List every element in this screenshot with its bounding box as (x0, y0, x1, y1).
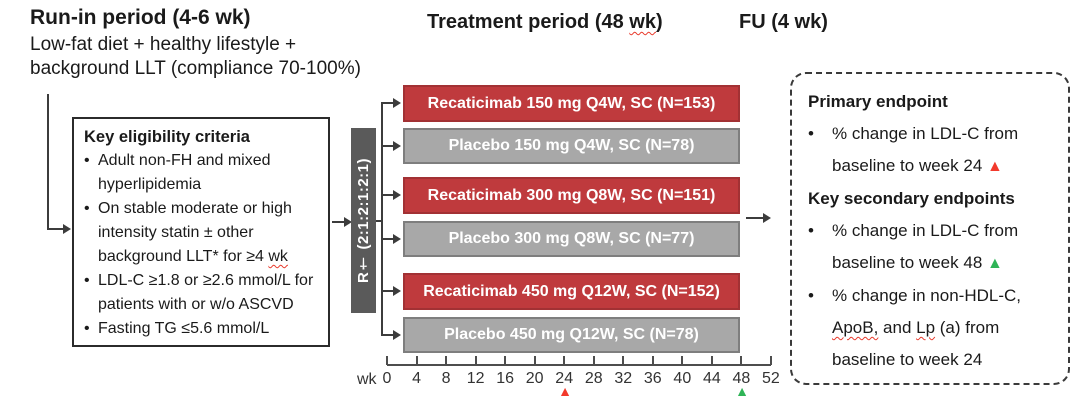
arm-label: Recaticimab 450 mg Q12W, SC (N=152) (423, 282, 720, 300)
runin-subtitle-line2: background LLT (compliance 70-100%) (30, 58, 361, 79)
runin-connector-arrow-icon (63, 224, 71, 234)
axis-tick (769, 356, 772, 365)
arm-label: Recaticimab 300 mg Q8W, SC (N=151) (427, 186, 716, 204)
eligibility-bullet-text: On stable moderate or high intensity sta… (98, 200, 292, 265)
axis-tick (504, 356, 507, 365)
arm-arrow-icon (393, 141, 401, 151)
primary-endpoint-bullet: • % change in LDL-C from baseline to wee… (808, 118, 1056, 183)
axis-tick (533, 356, 536, 365)
week-axis-ticks (386, 356, 772, 365)
arm-arrow-icon (393, 330, 401, 340)
arm-branch-line (381, 194, 394, 196)
randomization-branch-stub (376, 220, 383, 222)
treatment-period-title-text: Treatment period (48 (427, 11, 630, 33)
randomization-label: R† (2:1:2:1:2:1) (355, 157, 372, 284)
secondary-endpoint-text: % change in non-HDL-C, ApoB, and Lp (a) … (832, 286, 1021, 369)
arm-label: Recaticimab 150 mg Q4W, SC (N=153) (427, 94, 716, 112)
endpoints-box: Primary endpoint • % change in LDL-C fro… (790, 72, 1070, 385)
eligibility-bullet-text: Adult non-FH and mixed hyperlipidemia (98, 152, 271, 193)
arm-arrow-icon (393, 190, 401, 200)
arm-bar-placebo-150: Placebo 150 mg Q4W, SC (N=78) (403, 128, 740, 164)
axis-tick (681, 356, 684, 365)
eligibility-bullet: • On stable moderate or high intensity s… (84, 197, 320, 269)
fu-period-title: FU (4 wk) (739, 11, 828, 33)
axis-tick (710, 356, 713, 365)
bullet-dot-icon: • (808, 124, 814, 143)
primary-marker-icon: ▲ (987, 158, 1003, 175)
axis-tick (386, 356, 388, 365)
axis-tick (651, 356, 654, 365)
runin-connector-vline (47, 94, 49, 229)
arm-branch-line (381, 290, 394, 292)
arm-branch-line (381, 238, 394, 240)
arm-bar-placebo-300: Placebo 300 mg Q8W, SC (N=77) (403, 221, 740, 257)
arm-branch-line (381, 334, 394, 336)
randomization-bar: R† (2:1:2:1:2:1) (351, 128, 376, 313)
bullet-dot-icon: • (84, 272, 90, 289)
arm-branch-line (381, 102, 394, 104)
axis-tick (445, 356, 448, 365)
treatment-period-title-close: ) (655, 11, 663, 33)
arm-label: Placebo 300 mg Q8W, SC (N=77) (448, 230, 695, 247)
treatment-to-endpoints-arrow-icon (763, 213, 771, 223)
arm-arrow-icon (393, 286, 401, 296)
bullet-dot-icon: • (808, 221, 814, 240)
axis-tick (563, 356, 566, 365)
bullet-dot-icon: • (84, 152, 90, 169)
treatment-to-endpoints-line (746, 217, 763, 219)
axis-tick (592, 356, 595, 365)
runin-connector-hline (47, 228, 63, 230)
eligibility-bullet-text: Fasting TG ≤5.6 mmol/L (98, 320, 270, 337)
week-axis-labels: 0 4 8 12 16 20 24 28 32 36 40 44 48 52 (382, 370, 780, 387)
eligibility-to-randomization-arrow-icon (344, 217, 352, 227)
secondary-endpoints-title: Key secondary endpoints (808, 189, 1015, 208)
arm-arrow-icon (393, 234, 401, 244)
secondary-endpoint-text: % change in LDL-C from baseline to week … (832, 221, 1019, 272)
eligibility-bullet: • Adult non-FH and mixed hyperlipidemia (84, 149, 320, 197)
primary-endpoint-text: % change in LDL-C from baseline to week … (832, 124, 1019, 175)
eligibility-title: Key eligibility criteria (84, 128, 250, 146)
treatment-period-title-wavy: wk (629, 11, 656, 33)
axis-tick (415, 356, 418, 365)
secondary-marker-icon: ▲ (987, 255, 1003, 272)
arm-bar-recaticimab-150: Recaticimab 150 mg Q4W, SC (N=153) (403, 85, 740, 122)
week48-marker-icon: ▲ (735, 383, 749, 399)
week24-marker-icon: ▲ (558, 383, 572, 399)
arm-branch-line (381, 145, 394, 147)
secondary-endpoint-bullet: • % change in LDL-C from baseline to wee… (808, 215, 1056, 280)
axis-tick (622, 356, 625, 365)
arm-bar-recaticimab-300: Recaticimab 300 mg Q8W, SC (N=151) (403, 177, 740, 214)
bullet-dot-icon: • (84, 320, 90, 337)
week-axis-line (387, 364, 771, 366)
bullet-dot-icon: • (808, 286, 814, 305)
branch-vline (381, 102, 383, 336)
runin-period-title: Run-in period (4-6 wk) (30, 6, 251, 29)
eligibility-bullet: • Fasting TG ≤5.6 mmol/L (84, 317, 320, 341)
axis-tick (740, 356, 743, 365)
secondary-endpoint-bullet: • % change in non-HDL-C, ApoB, and Lp (a… (808, 280, 1056, 376)
eligibility-bullet: • LDL-C ≥1.8 or ≥2.6 mmol/L for patients… (84, 269, 320, 317)
eligibility-to-randomization-line (332, 221, 344, 223)
axis-tick (474, 356, 477, 365)
primary-endpoint-title: Primary endpoint (808, 92, 948, 111)
arm-label: Placebo 450 mg Q12W, SC (N=78) (444, 326, 699, 343)
arm-bar-placebo-450: Placebo 450 mg Q12W, SC (N=78) (403, 317, 740, 353)
eligibility-box: Key eligibility criteria • Adult non-FH … (72, 117, 330, 347)
bullet-dot-icon: • (84, 200, 90, 217)
runin-subtitle-line1: Low-fat diet + healthy lifestyle + (30, 34, 297, 55)
arm-label: Placebo 150 mg Q4W, SC (N=78) (448, 137, 695, 154)
axis-unit-label: wk (357, 371, 377, 388)
eligibility-bullet-text: LDL-C ≥1.8 or ≥2.6 mmol/L for patients w… (98, 272, 314, 313)
arm-bar-recaticimab-450: Recaticimab 450 mg Q12W, SC (N=152) (403, 273, 740, 310)
treatment-period-title: Treatment period (48 wk) (427, 11, 663, 34)
arm-arrow-icon (393, 98, 401, 108)
